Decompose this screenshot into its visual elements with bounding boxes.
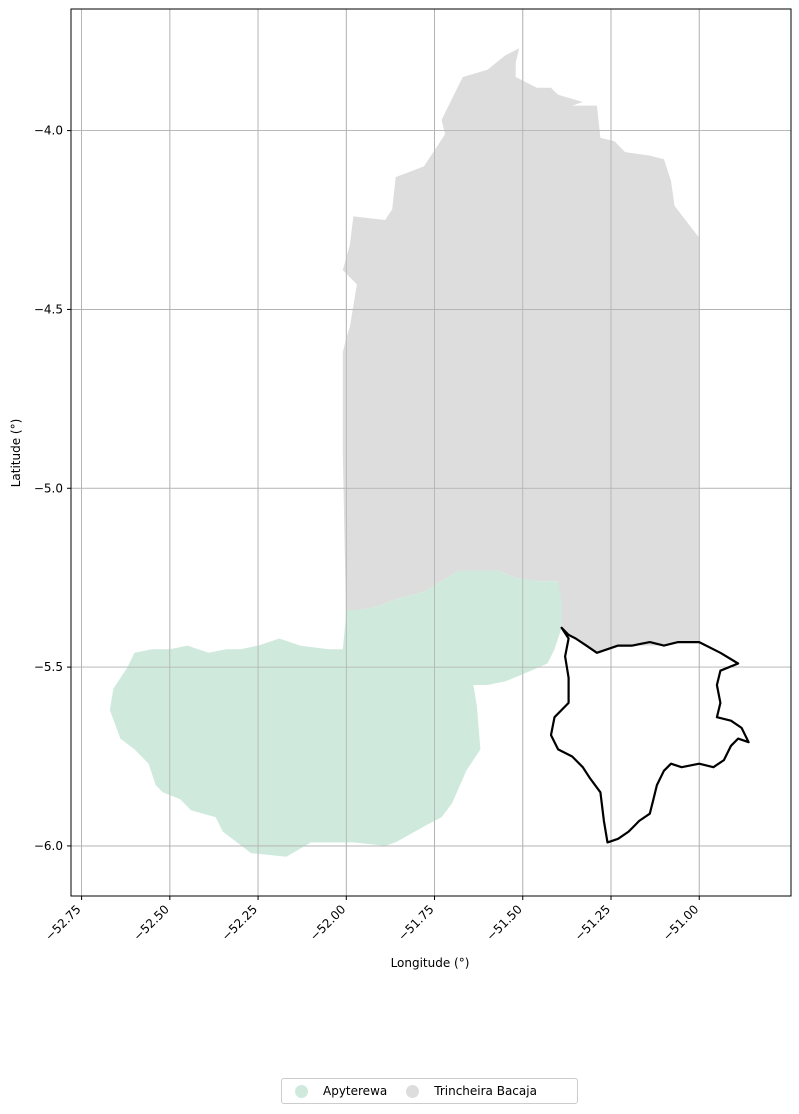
x-tick-label: −52.00 (307, 902, 348, 943)
region-layer (109, 48, 700, 857)
x-tick-label: −51.50 (484, 902, 525, 943)
x-ticks: −52.75 −52.50 −52.25 −52.00 −51.75 −51.50 −51.… (42, 896, 701, 944)
legend: Apyterewa Trincheira Bacaja (281, 1078, 578, 1104)
x-tick-label: −51.75 (395, 902, 436, 943)
x-tick-label: −52.25 (219, 902, 260, 943)
legend-marker-icon (406, 1084, 420, 1098)
x-tick-label: −52.50 (131, 902, 172, 943)
legend-marker-icon (295, 1084, 308, 1098)
x-tick-label: −52.75 (42, 902, 83, 943)
legend-entry-trincheira-bacaja: Trincheira Bacaja (406, 1084, 537, 1098)
y-tick-label: −4.0 (34, 124, 63, 138)
y-axis-label: Latitude (°) (9, 419, 23, 488)
region-outlined-area (549, 626, 750, 844)
y-tick-label: −6.0 (34, 839, 63, 853)
region-apyterewa (109, 570, 562, 857)
legend-label: Trincheira Bacaja (434, 1084, 537, 1098)
plot-frame (70, 8, 792, 897)
legend-entry-apyterewa: Apyterewa (295, 1084, 387, 1098)
legend-label: Apyterewa (323, 1084, 388, 1098)
x-tick-label: −51.25 (572, 902, 613, 943)
x-tick-label: −51.00 (660, 902, 701, 943)
region-trincheira-bacaja (342, 48, 700, 653)
x-axis-label: Longitude (°) (391, 956, 470, 970)
y-ticks: −4.0 −4.5 −5.0 −5.5 −6.0 (34, 124, 71, 853)
y-tick-label: −4.5 (34, 302, 63, 316)
grid-lines-overlay (71, 9, 791, 896)
y-tick-label: −5.0 (34, 481, 63, 495)
y-tick-label: −5.5 (34, 660, 63, 674)
